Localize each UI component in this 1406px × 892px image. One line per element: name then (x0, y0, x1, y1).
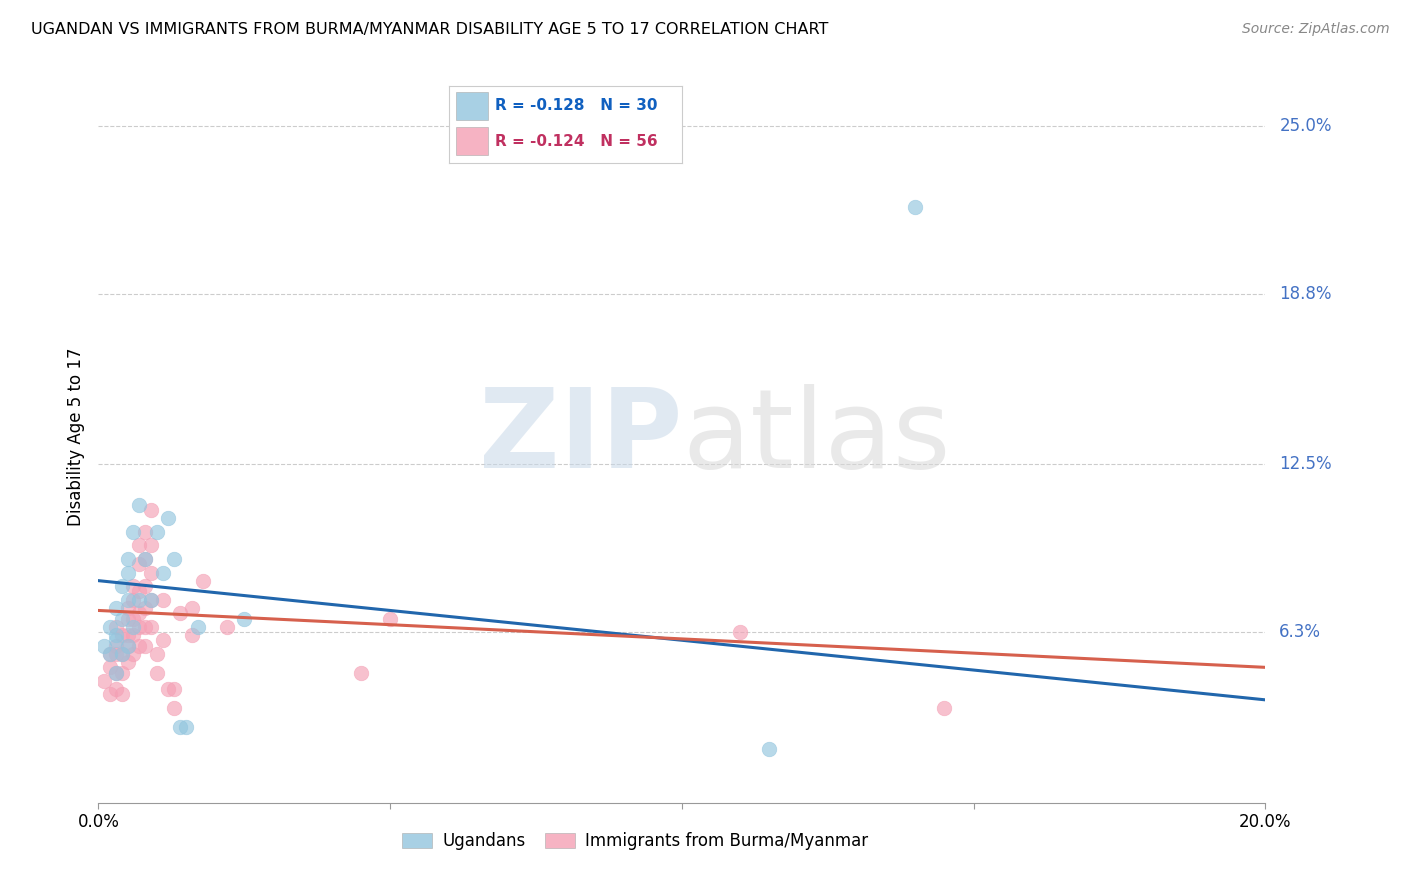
Point (117, 611, 139, 625)
Point (934, 701, 956, 715)
Point (104, 600, 127, 615)
Point (134, 524, 156, 539)
Point (193, 574, 215, 588)
Text: 12.5%: 12.5% (1279, 455, 1331, 473)
Point (117, 600, 139, 615)
Point (152, 633, 174, 648)
Point (93, 639, 115, 653)
Point (134, 552, 156, 566)
Point (128, 584, 150, 599)
Point (117, 628, 139, 642)
Point (180, 600, 202, 615)
Point (904, 200, 927, 214)
Point (169, 720, 191, 734)
Point (139, 566, 162, 580)
Point (139, 538, 162, 552)
Point (104, 665, 127, 680)
Point (128, 592, 150, 607)
Point (104, 628, 127, 642)
Text: atlas: atlas (682, 384, 950, 491)
Point (139, 592, 162, 607)
Point (122, 628, 145, 642)
Point (163, 552, 186, 566)
Legend: Ugandans, Immigrants from Burma/Myanmar: Ugandans, Immigrants from Burma/Myanmar (395, 825, 875, 856)
Point (104, 665, 127, 680)
Text: 18.8%: 18.8% (1279, 285, 1331, 302)
Point (111, 611, 134, 625)
Point (169, 606, 191, 620)
Point (233, 611, 256, 625)
Point (117, 655, 139, 669)
Point (174, 720, 197, 734)
Point (117, 639, 139, 653)
Point (134, 639, 156, 653)
Point (122, 524, 145, 539)
Point (117, 639, 139, 653)
Point (139, 620, 162, 634)
Point (163, 701, 186, 715)
Point (122, 611, 145, 625)
Point (104, 639, 127, 653)
Point (98, 688, 121, 702)
Point (146, 665, 169, 680)
Point (98, 620, 121, 634)
Point (134, 620, 156, 634)
Point (139, 503, 162, 517)
Point (111, 628, 134, 642)
Point (152, 592, 174, 607)
Point (157, 681, 180, 696)
Point (163, 681, 186, 696)
Point (122, 579, 145, 593)
Point (128, 606, 150, 620)
Point (758, 741, 780, 756)
Point (157, 511, 180, 525)
Text: 6.3%: 6.3% (1279, 624, 1322, 641)
Point (146, 647, 169, 661)
Point (146, 524, 169, 539)
Point (111, 665, 134, 680)
Point (98, 647, 121, 661)
Y-axis label: Disability Age 5 to 17: Disability Age 5 to 17 (66, 348, 84, 526)
Text: ZIP: ZIP (478, 384, 682, 491)
Point (122, 592, 145, 607)
Point (134, 600, 156, 615)
Text: UGANDAN VS IMMIGRANTS FROM BURMA/MYANMAR DISABILITY AGE 5 TO 17 CORRELATION CHAR: UGANDAN VS IMMIGRANTS FROM BURMA/MYANMAR… (31, 22, 828, 37)
Point (128, 498, 150, 512)
Point (98, 660, 121, 674)
Point (104, 620, 127, 634)
Point (122, 647, 145, 661)
Point (139, 592, 162, 607)
Point (215, 620, 238, 634)
Point (180, 628, 202, 642)
Point (117, 592, 139, 607)
Point (152, 566, 174, 580)
Point (93, 673, 115, 688)
Point (134, 579, 156, 593)
Point (128, 639, 150, 653)
Point (128, 538, 150, 552)
Point (187, 620, 209, 634)
Point (98, 647, 121, 661)
Point (117, 552, 139, 566)
Point (111, 647, 134, 661)
Point (111, 579, 134, 593)
Point (380, 611, 402, 625)
Point (128, 620, 150, 634)
Point (128, 558, 150, 572)
Point (111, 647, 134, 661)
Point (104, 647, 127, 661)
Point (730, 625, 752, 640)
Point (117, 566, 139, 580)
Point (122, 620, 145, 634)
Text: 25.0%: 25.0% (1279, 117, 1331, 135)
Point (111, 688, 134, 702)
Text: Source: ZipAtlas.com: Source: ZipAtlas.com (1241, 22, 1389, 37)
Point (104, 633, 127, 648)
Point (104, 681, 127, 696)
Point (350, 665, 373, 680)
Point (134, 552, 156, 566)
